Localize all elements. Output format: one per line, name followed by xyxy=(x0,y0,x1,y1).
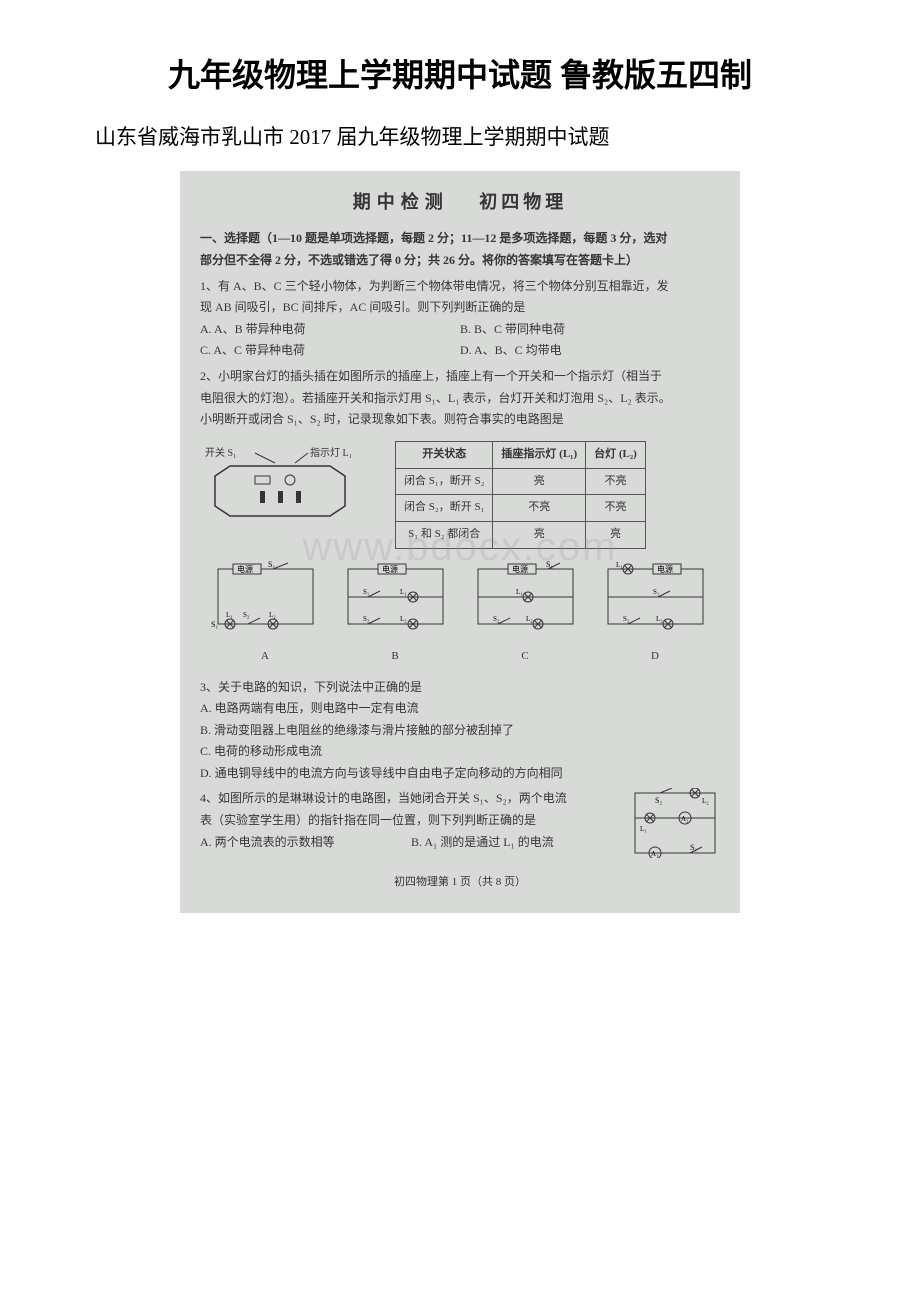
q2-diagram-area: 开关 S₁ 指示灯 L₁ 开关状态 插座指示灯 (L₁) 台灯 (L₂) 闭合 … xyxy=(200,441,720,549)
section-line2: 部分但不全得 2 分，不选或错选了得 0 分；共 26 分。将你的答案填写在答题… xyxy=(200,250,720,272)
question-1: 1、有 A、B、C 三个轻小物体，为判断三个物体带电情况，将三个物体分别互相靠近… xyxy=(200,276,720,362)
circuit-A: 电源 S₁ L₁ S₂ L₂ S₁ A xyxy=(208,559,323,667)
svg-text:S₂: S₂ xyxy=(623,615,630,623)
table-row: 不亮 xyxy=(586,495,646,522)
q1-line2: 现 AB 间吸引，BC 间排斥，AC 间吸引。则下列判断正确的是 xyxy=(200,297,720,319)
q3-optD: D. 通电铜导线中的电流方向与该导线中自由电子定向移动的方向相同 xyxy=(200,763,720,785)
svg-text:S₁: S₁ xyxy=(653,588,659,596)
svg-text:S₂: S₂ xyxy=(243,611,250,619)
question-4: S₂ L₂ L₁ A₂ A₁ S₁ 4、如图所示的是琳琳设计的电路图，当她闭合开… xyxy=(200,788,720,858)
svg-text:A₂: A₂ xyxy=(681,815,689,823)
svg-text:L₂: L₂ xyxy=(702,797,709,805)
q2-line1: 2、小明家台灯的插头插在如图所示的插座上，插座上有一个开关和一个指示灯（相当于 xyxy=(200,366,720,388)
q4-optA: A. 两个电流表的示数相等 xyxy=(200,832,411,854)
table-row: 亮 xyxy=(493,468,586,495)
svg-text:电源: 电源 xyxy=(237,564,253,574)
svg-text:S₂: S₂ xyxy=(363,615,370,623)
svg-text:S₂: S₂ xyxy=(655,796,662,805)
circuit-options: 电源 S₁ L₁ S₂ L₂ S₁ A 电源 xyxy=(200,559,720,667)
q3-optC: C. 电荷的移动形成电流 xyxy=(200,741,720,763)
svg-text:S₁: S₁ xyxy=(211,620,218,629)
svg-text:L₁: L₁ xyxy=(640,825,647,833)
svg-text:电源: 电源 xyxy=(657,564,673,574)
svg-text:L₂: L₂ xyxy=(526,615,533,623)
q4-circuit-diagram: S₂ L₂ L₁ A₂ A₁ S₁ xyxy=(630,788,720,858)
q1-optB: B. B、C 带同种电荷 xyxy=(460,319,720,341)
svg-text:L₁: L₁ xyxy=(616,561,623,569)
socket-light-label: 指示灯 L₁ xyxy=(310,446,352,459)
socket-switch-label: 开关 S₁ xyxy=(205,446,237,459)
q1-optA: A. A、B 带异种电荷 xyxy=(200,319,460,341)
circuit-B: 电源 S₁ L₁ S₂ L₂ B xyxy=(338,559,453,667)
table-row: 亮 xyxy=(586,522,646,549)
th-l1: 插座指示灯 (L₁) xyxy=(493,441,586,468)
svg-text:L₂: L₂ xyxy=(400,615,407,623)
svg-text:L₁: L₁ xyxy=(226,611,233,619)
exam-header: 期中检测 初四物理 xyxy=(200,186,720,218)
svg-text:L₂: L₂ xyxy=(656,615,663,623)
th-state: 开关状态 xyxy=(396,441,493,468)
table-row: 不亮 xyxy=(493,495,586,522)
socket-diagram: 开关 S₁ 指示灯 L₁ xyxy=(200,441,380,531)
q3-text: 3、关于电路的知识，下列说法中正确的是 xyxy=(200,677,720,699)
question-3: 3、关于电路的知识，下列说法中正确的是 A. 电路两端有电压，则电路中一定有电流… xyxy=(200,677,720,785)
page-footer: 初四物理第 1 页（共 8 页） xyxy=(200,873,720,893)
table-row: 不亮 xyxy=(586,468,646,495)
circuit-C: 电源 S₁ L₁ S₂ L₂ C xyxy=(468,559,583,667)
svg-text:L₁: L₁ xyxy=(516,588,523,596)
q2-line3: 小明断开或闭合 S₁、S₂ 时，记录现象如下表。则符合事实的电路图是 xyxy=(200,409,720,431)
table-row: 闭合 S₁，断开 S₂ xyxy=(396,468,493,495)
svg-text:A₁: A₁ xyxy=(651,850,659,858)
q1-optC: C. A、C 带异种电荷 xyxy=(200,340,460,362)
circuit-label-A: A xyxy=(208,647,323,667)
state-table: 开关状态 插座指示灯 (L₁) 台灯 (L₂) 闭合 S₁，断开 S₂ 亮 不亮… xyxy=(395,441,646,549)
q1-optD: D. A、B、C 均带电 xyxy=(460,340,720,362)
th-l2: 台灯 (L₂) xyxy=(586,441,646,468)
question-2: 2、小明家台灯的插头插在如图所示的插座上，插座上有一个开关和一个指示灯（相当于 … xyxy=(200,366,720,431)
q2-line2: 电阻很大的灯泡）。若插座开关和指示灯用 S₁、L₁ 表示，台灯开关和灯泡用 S₂… xyxy=(200,388,720,410)
circuit-D: 电源 L₁ S₁ S₂ L₂ D xyxy=(598,559,713,667)
page-subtitle: 山东省威海市乳山市 2017 届九年级物理上学期期中试题 xyxy=(95,121,860,151)
page-title: 九年级物理上学期期中试题 鲁教版五四制 xyxy=(60,50,860,96)
section-header: 一、选择题（1—10 题是单项选择题，每题 2 分；11—12 是多项选择题，每… xyxy=(200,228,720,271)
table-row: S₁ 和 S₂ 都闭合 xyxy=(396,522,493,549)
circuit-label-D: D xyxy=(598,647,713,667)
table-row: 亮 xyxy=(493,522,586,549)
header-main: 期中检测 xyxy=(353,192,449,212)
svg-text:电源: 电源 xyxy=(512,564,528,574)
svg-text:S₁: S₁ xyxy=(363,588,369,596)
q1-line1: 1、有 A、B、C 三个轻小物体，为判断三个物体带电情况，将三个物体分别互相靠近… xyxy=(200,276,720,298)
circuit-label-B: B xyxy=(338,647,453,667)
q3-optB: B. 滑动变阻器上电阻丝的绝缘漆与滑片接触的部分被刮掉了 xyxy=(200,720,720,742)
svg-text:电源: 电源 xyxy=(382,564,398,574)
table-row: 闭合 S₂，断开 S₁ xyxy=(396,495,493,522)
header-sub: 初四物理 xyxy=(479,192,567,212)
svg-text:S₂: S₂ xyxy=(493,615,500,623)
svg-text:S₁: S₁ xyxy=(268,560,275,569)
svg-text:L₁: L₁ xyxy=(400,588,407,596)
q3-optA: A. 电路两端有电压，则电路中一定有电流 xyxy=(200,698,720,720)
circuit-label-C: C xyxy=(468,647,583,667)
exam-paper: 期中检测 初四物理 一、选择题（1—10 题是单项选择题，每题 2 分；11—1… xyxy=(180,171,740,913)
svg-text:L₂: L₂ xyxy=(269,611,276,619)
q4-optB: B. A₁ 测的是通过 L₁ 的电流 xyxy=(411,832,622,854)
section-line1: 一、选择题（1—10 题是单项选择题，每题 2 分；11—12 是多项选择题，每… xyxy=(200,228,720,250)
